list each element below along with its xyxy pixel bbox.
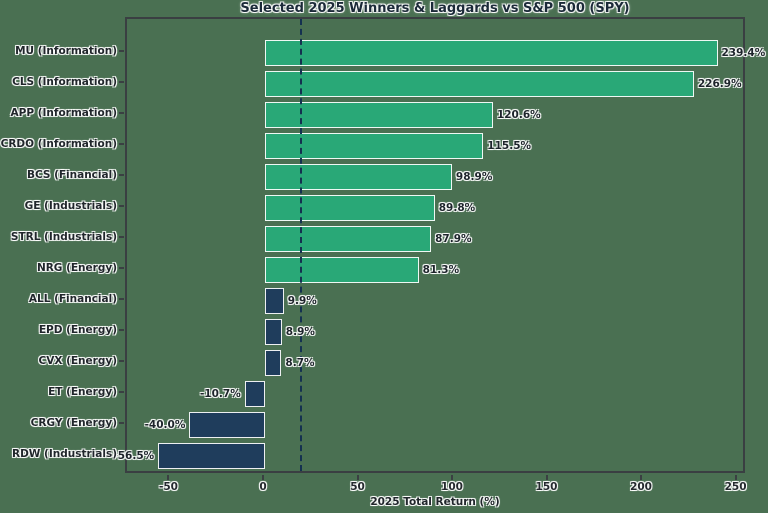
bar-strl <box>264 225 432 252</box>
y-tick-mark <box>119 297 124 300</box>
y-tick-label: EPD (Energy) <box>38 323 117 336</box>
y-tick-mark <box>119 111 124 114</box>
y-tick-label: RDW (Industrials) <box>12 447 117 460</box>
bar-all <box>264 287 284 314</box>
plot-area: 239.4% 226.9% 120.6% 115.5% 98.9% 89.8% 87.9% 8… <box>113 17 765 473</box>
chart-title: Selected 2025 Winners & Laggards vs S&P … <box>240 1 630 16</box>
y-tick-label: CRDO (Information) <box>0 137 117 150</box>
bar-value-label: 226.9% <box>697 77 742 90</box>
y-tick-label: ET (Energy) <box>48 385 117 398</box>
bar-value-label: 9.9% <box>287 294 317 307</box>
y-tick-label: BCS (Financial) <box>26 168 117 181</box>
bar-cvx <box>264 349 282 376</box>
bar-value-label: -56.5% <box>113 449 155 462</box>
x-tick-mark <box>640 475 643 480</box>
y-tick-label: NRG (Energy) <box>36 261 117 274</box>
bar-value-label: 98.9% <box>455 170 493 183</box>
x-tick-label: 250 <box>724 481 747 493</box>
y-tick-label: STRL (Industrials) <box>10 230 117 243</box>
y-tick-mark <box>119 204 124 207</box>
y-tick-mark <box>119 359 124 362</box>
bar-value-label: -40.0% <box>144 418 186 431</box>
y-tick-mark <box>119 49 124 52</box>
y-tick-label: MU (Information) <box>15 44 117 57</box>
x-tick-mark <box>734 475 737 480</box>
bar-value-label: 115.5% <box>487 139 532 152</box>
bar-value-label: 81.3% <box>422 263 460 276</box>
bar-ge <box>264 194 435 221</box>
y-tick-label: CLS (Information) <box>12 75 117 88</box>
bar-crgy <box>189 411 265 438</box>
x-tick-mark <box>451 475 453 480</box>
y-tick-mark <box>119 173 124 176</box>
bar-value-label: -10.7% <box>199 387 241 400</box>
bar-cls <box>264 70 694 97</box>
bar-crdo <box>264 132 484 159</box>
y-tick-mark <box>119 452 124 455</box>
bar-et <box>244 380 265 407</box>
x-axis-label: 2025 Total Return (%) <box>370 496 500 508</box>
x-tick-label: 50 <box>350 481 365 493</box>
y-tick-label: CRGY (Energy) <box>30 416 117 429</box>
y-tick-label: GE (Industrials) <box>24 199 117 212</box>
y-tick-mark <box>119 80 124 83</box>
y-tick-label: CVX (Energy) <box>38 354 118 367</box>
x-tick-label: -50 <box>158 481 178 493</box>
spy-reference-line <box>299 19 302 471</box>
y-tick-mark <box>119 328 124 331</box>
x-tick-label: 200 <box>630 481 652 493</box>
bar-value-label: 239.4% <box>721 46 766 59</box>
bar-epd <box>264 318 282 345</box>
y-tick-mark <box>119 235 124 238</box>
bar-nrg <box>264 256 419 283</box>
bar-app <box>264 101 493 128</box>
y-tick-mark <box>119 142 124 145</box>
y-tick-mark <box>119 266 124 269</box>
bar-value-label: 120.6% <box>496 108 541 121</box>
x-tick-mark <box>356 475 359 480</box>
bar-rdw <box>158 442 265 469</box>
y-tick-label: ALL (Financial) <box>28 292 117 305</box>
bar-value-label: 89.8% <box>438 201 476 214</box>
x-tick-label: 0 <box>259 481 267 493</box>
bar-bcs <box>264 163 452 190</box>
x-tick-label: 100 <box>441 481 463 493</box>
bar-value-label: 8.7% <box>285 356 315 369</box>
y-tick-mark <box>119 421 124 424</box>
y-tick-mark <box>119 390 124 393</box>
bar-mu <box>264 39 718 66</box>
x-tick-mark <box>167 475 170 480</box>
x-tick-label: 150 <box>535 481 558 493</box>
y-tick-label: APP (Information) <box>10 106 117 119</box>
bar-value-label: 8.9% <box>285 325 315 338</box>
x-tick-mark <box>545 475 548 480</box>
x-tick-mark <box>261 475 264 480</box>
bar-value-label: 87.9% <box>435 232 472 245</box>
